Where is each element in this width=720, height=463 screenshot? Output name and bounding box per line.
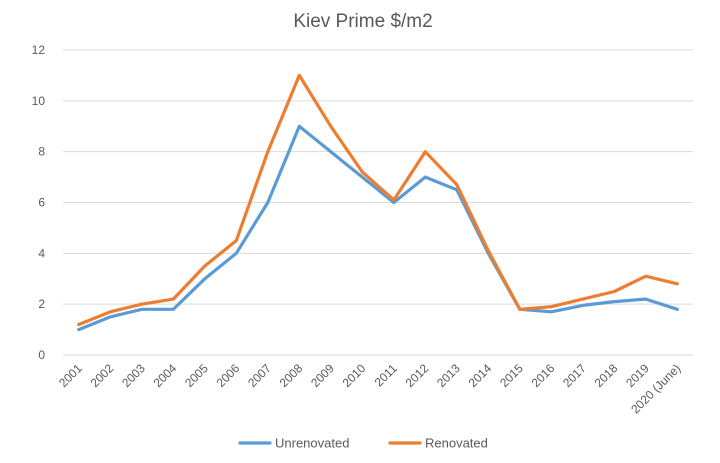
data-point [171, 297, 175, 301]
y-axis-ticks: 0 2 4 6 8 10 12 [32, 43, 46, 362]
series-line-unrenovated [77, 124, 679, 332]
data-point [392, 201, 396, 204]
x-tick-label: 2004 [151, 361, 180, 390]
data-point [644, 297, 648, 301]
data-point [581, 297, 585, 301]
x-tick-label: 2017 [560, 361, 589, 390]
data-point [360, 170, 364, 174]
y-tick-label: 2 [38, 297, 45, 311]
data-point [108, 310, 112, 314]
data-point [549, 305, 553, 309]
x-tick-label: 2015 [497, 361, 526, 390]
data-point [171, 307, 175, 311]
data-point [203, 264, 207, 268]
y-tick-label: 6 [38, 196, 45, 210]
x-tick-label: 2016 [529, 361, 558, 390]
y-tick-label: 8 [38, 145, 45, 159]
series-line-renovated [77, 73, 679, 327]
x-tick-label: 2009 [308, 361, 337, 390]
legend-label: Renovated [425, 436, 488, 451]
x-tick-label: 2013 [434, 361, 463, 390]
x-tick-label: 2005 [182, 361, 211, 390]
x-tick-label: 2012 [403, 361, 432, 390]
data-point [266, 150, 270, 154]
data-point [297, 74, 301, 77]
data-point [77, 323, 81, 326]
data-point [266, 201, 270, 204]
data-point [329, 124, 333, 128]
data-point [455, 183, 459, 187]
data-point [612, 300, 616, 304]
x-tick-label: 2010 [340, 361, 369, 390]
data-point [234, 239, 238, 243]
data-point [140, 307, 144, 311]
x-tick-label: 2014 [466, 361, 495, 390]
data-point [423, 150, 427, 154]
x-tick-label: 2008 [277, 361, 306, 390]
y-tick-label: 12 [32, 43, 46, 57]
data-point [234, 251, 238, 255]
legend-label: Unrenovated [275, 436, 349, 451]
legend: Unrenovated Renovated [238, 436, 488, 451]
series-lines [77, 73, 679, 332]
data-point [203, 277, 207, 281]
data-point [108, 315, 112, 319]
x-tick-label: 2011 [372, 361, 400, 389]
x-tick-label: 2003 [119, 361, 148, 390]
data-point [486, 249, 490, 253]
data-point [77, 328, 81, 331]
data-point [360, 175, 364, 179]
data-point [423, 175, 427, 179]
data-point [518, 307, 522, 311]
y-tick-label: 0 [38, 348, 45, 362]
data-point [140, 302, 144, 306]
data-point [675, 282, 679, 286]
x-tick-label: 2007 [245, 361, 274, 390]
chart-title: Kiev Prime $/m2 [293, 11, 432, 32]
data-point [297, 124, 301, 128]
data-point [329, 150, 333, 154]
gridlines [63, 49, 693, 356]
y-tick-label: 4 [38, 246, 45, 260]
x-tick-label: 2018 [592, 361, 621, 390]
data-point [612, 290, 616, 293]
x-tick-label: 2006 [214, 361, 243, 390]
data-point [644, 274, 648, 278]
data-point [549, 310, 553, 314]
x-tick-label: 2002 [88, 361, 117, 390]
data-point [392, 198, 396, 202]
x-axis-ticks: 2001 2002 2003 2004 2005 2006 2007 2008 2009 2010… [56, 361, 683, 416]
x-tick-label: 2001 [56, 361, 85, 390]
data-point [675, 307, 679, 311]
data-point [581, 304, 585, 307]
y-tick-label: 10 [32, 94, 46, 108]
